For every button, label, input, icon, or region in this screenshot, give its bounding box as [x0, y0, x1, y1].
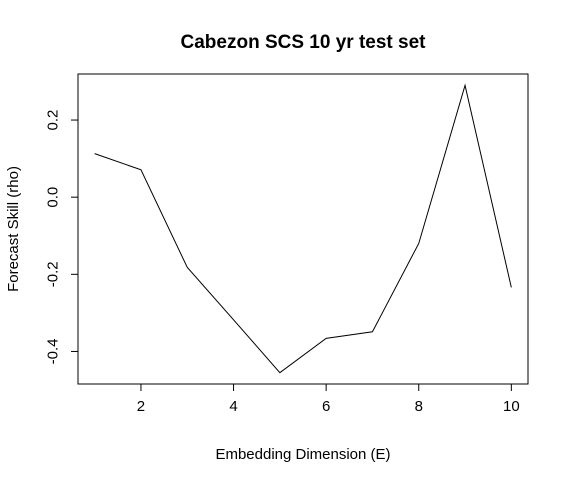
data-point — [279, 372, 280, 373]
data-point — [372, 331, 373, 332]
data-point — [94, 153, 95, 154]
y-axis-label: Forecast Skill (rho) — [5, 166, 22, 292]
data-point — [187, 267, 188, 268]
y-tick-label: -0.2 — [45, 261, 62, 287]
x-tick-label: 4 — [229, 398, 237, 415]
data-point — [233, 319, 234, 320]
x-axis-label: Embedding Dimension (E) — [215, 446, 390, 463]
x-tick-label: 2 — [137, 398, 145, 415]
x-tick-label: 6 — [322, 398, 330, 415]
y-axis: -0.4 -0.2 0.0 0.2 — [45, 110, 79, 365]
y-tick-label: 0.0 — [45, 187, 62, 208]
plot-area-frame — [77, 73, 529, 385]
data-point — [511, 287, 512, 288]
data-points — [94, 85, 512, 373]
x-tick-label: 10 — [503, 398, 520, 415]
series-line — [94, 83, 512, 374]
data-point — [326, 338, 327, 339]
x-axis: 2 4 6 8 10 — [137, 383, 520, 415]
y-tick-label: 0.2 — [45, 110, 62, 131]
data-point — [140, 169, 141, 170]
data-point — [418, 243, 419, 244]
x-tick-label: 8 — [415, 398, 423, 415]
y-tick-label: -0.4 — [45, 339, 62, 365]
data-point — [465, 85, 466, 86]
chart-title: Cabezon SCS 10 yr test set — [181, 32, 427, 53]
